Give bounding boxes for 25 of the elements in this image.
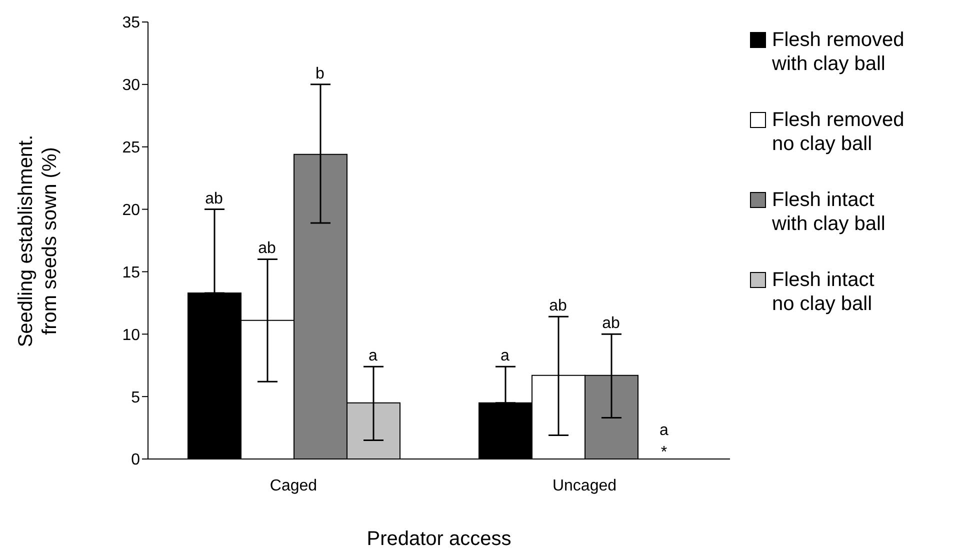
y-tick-label: 5 <box>131 389 140 406</box>
legend-label: Flesh removed with clay ball <box>772 28 904 76</box>
annotation: b <box>316 65 325 82</box>
y-tick-label: 15 <box>122 264 140 282</box>
y-tick-label: 20 <box>122 202 140 219</box>
x-tick-label: Caged <box>270 477 318 494</box>
y-tick-label: 10 <box>122 326 140 344</box>
legend-label: Flesh intact with clay ball <box>772 188 886 236</box>
annotation: ab <box>549 298 567 315</box>
annotation: ab <box>258 240 276 258</box>
x-tick-label: Uncaged <box>552 477 617 494</box>
y-tick-label: 0 <box>131 452 140 469</box>
annotation: ab <box>205 190 223 208</box>
legend-label: Flesh removed no clay ball <box>772 108 904 156</box>
y-tick-label: 25 <box>122 140 140 157</box>
legend-label: Flesh intact no clay ball <box>772 268 874 316</box>
annotation: a <box>660 422 669 439</box>
x-axis-title: Predator access <box>366 528 512 550</box>
annotation: ab <box>602 315 620 332</box>
annotation: a <box>368 348 378 365</box>
y-tick-label: 30 <box>122 77 140 94</box>
y-tick-label: 35 <box>122 14 140 32</box>
annotation: a <box>500 348 510 365</box>
annotation: * <box>660 444 668 461</box>
y-axis-title: Seedling establishment. from seeds sown (%) <box>14 134 62 347</box>
